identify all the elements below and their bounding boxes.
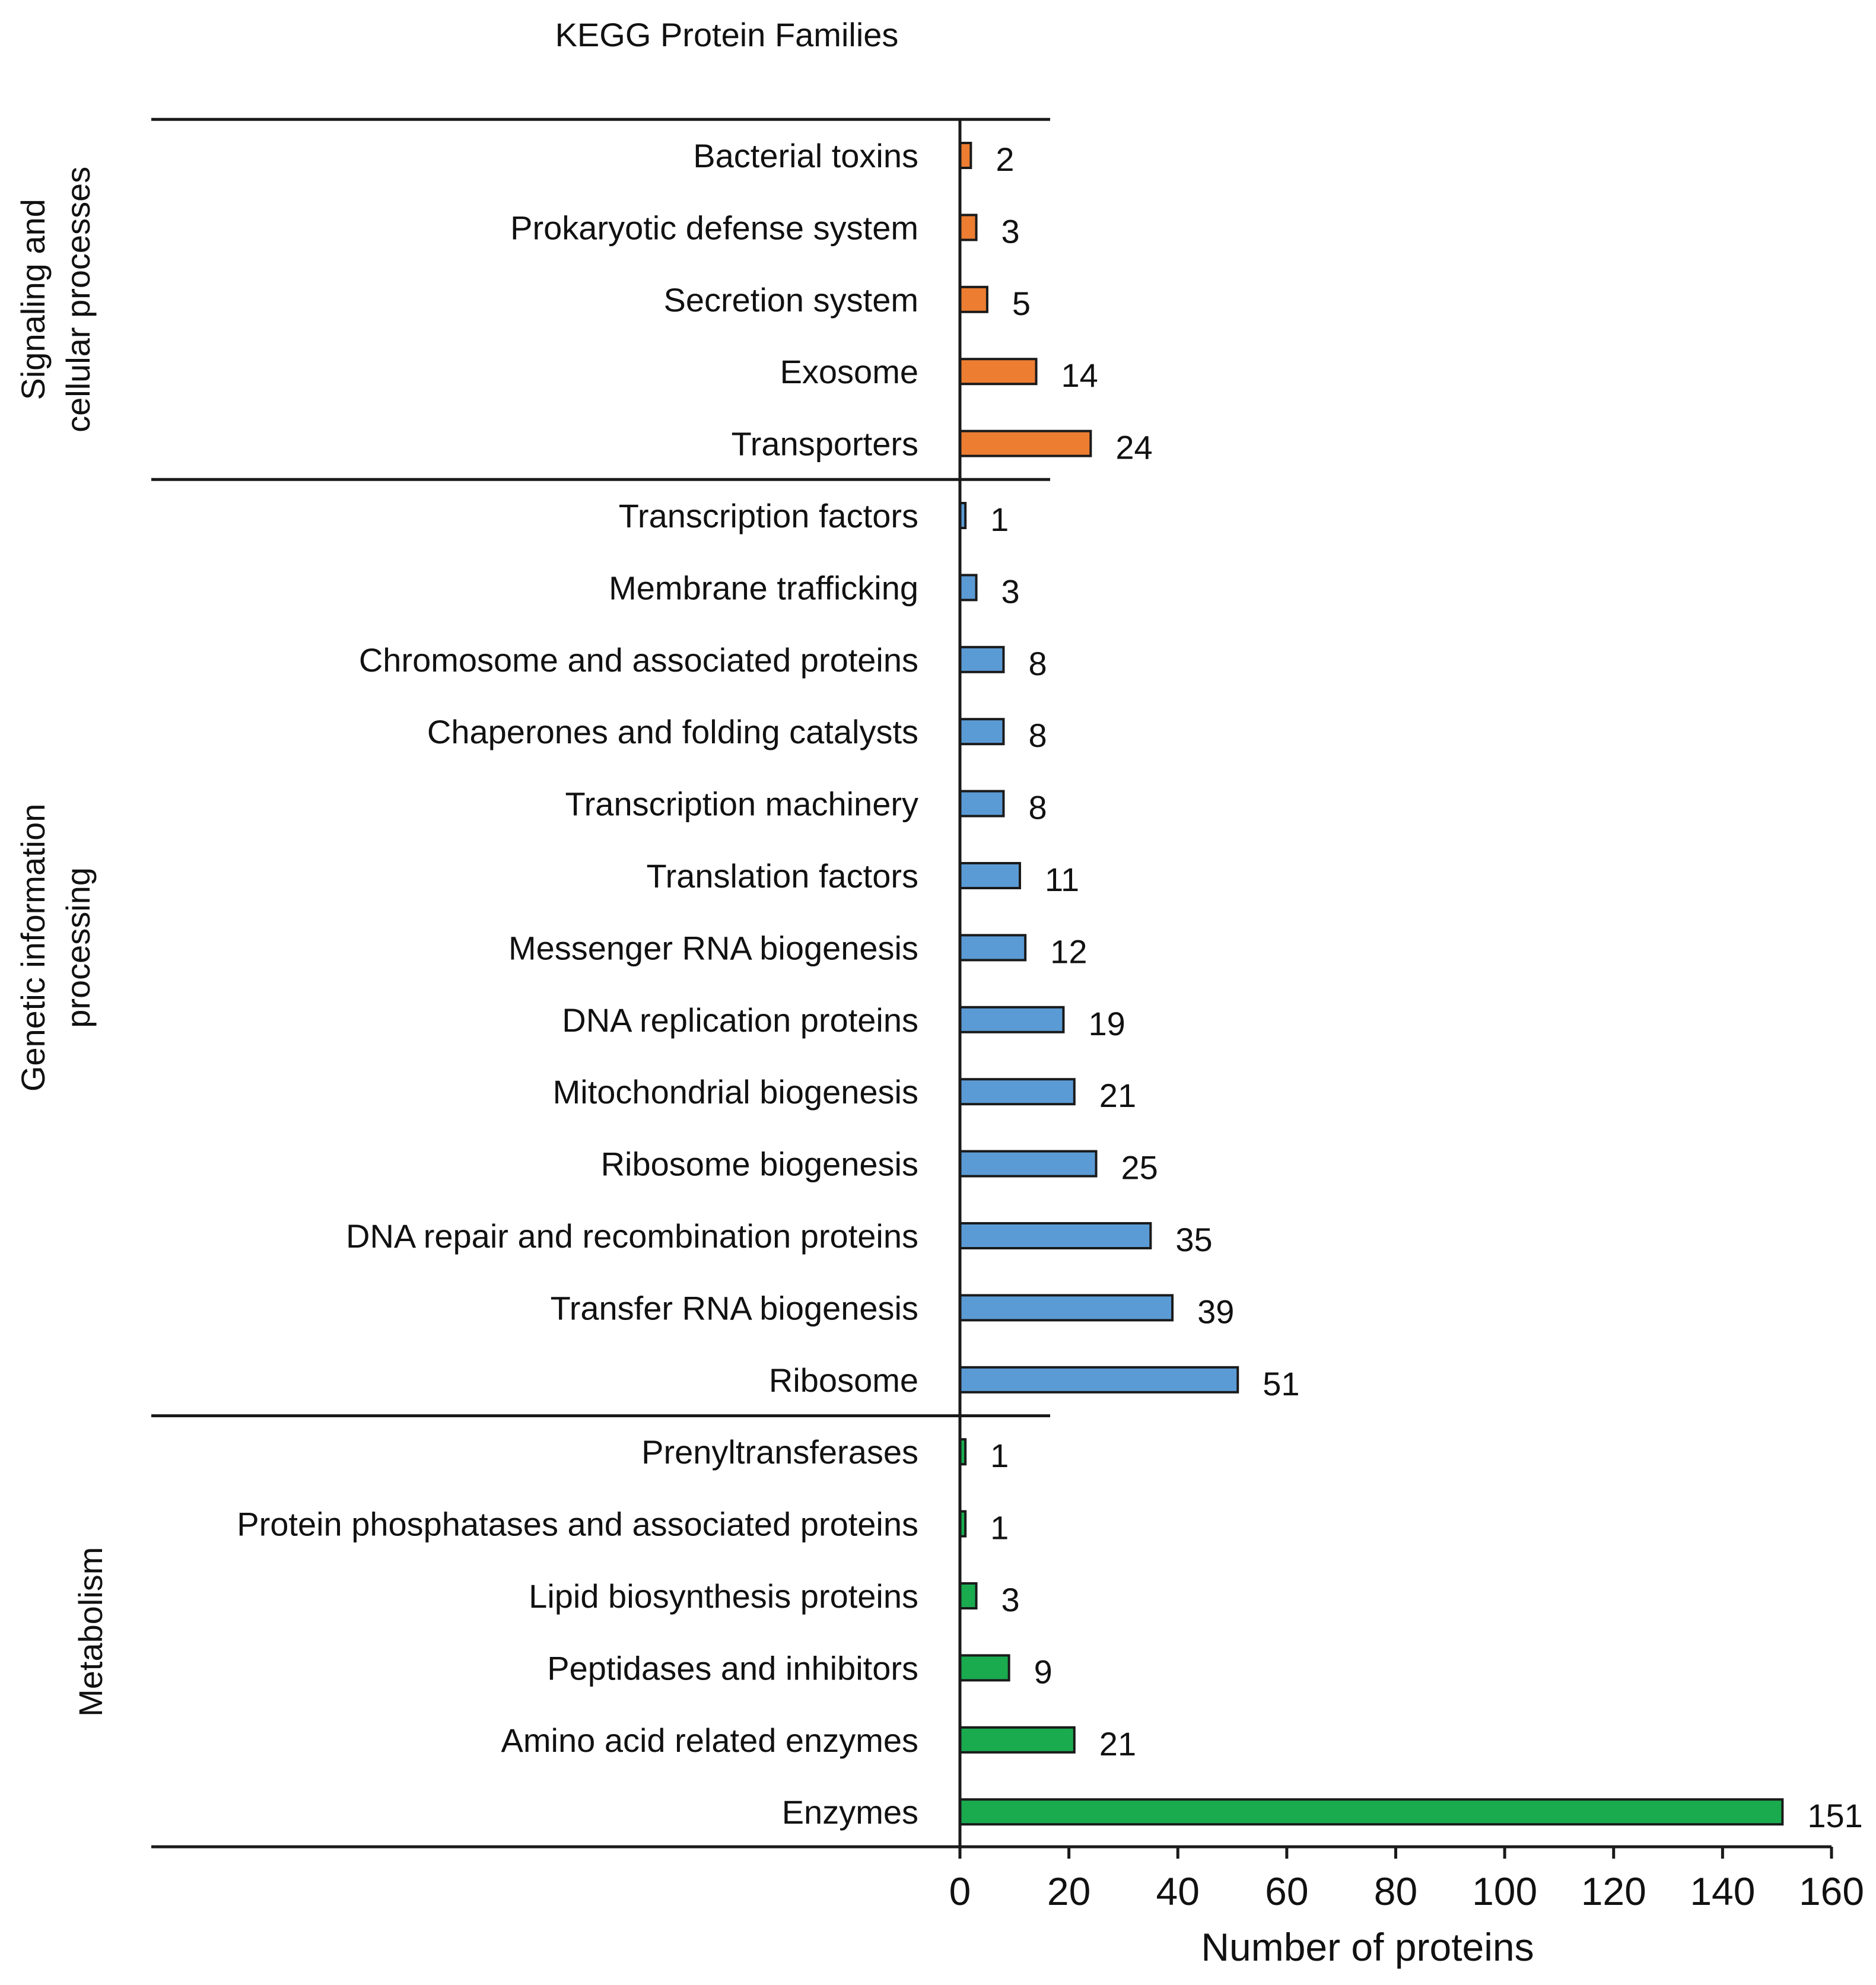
bar-ribosome: [959, 1366, 1239, 1394]
value-label-transcription-machinery: 8: [1028, 789, 1047, 826]
bar-enzymes: [959, 1798, 1784, 1826]
value-label-mitochondrial-biogenesis: 21: [1099, 1077, 1136, 1114]
bar-peptidases-and-inhibitors: [959, 1654, 1010, 1682]
category-label-peptidases-and-inhibitors: Peptidases and inhibitors: [547, 1649, 918, 1687]
x-tick-label-100: 100: [1472, 1869, 1537, 1913]
bar-ribosome-biogenesis: [959, 1150, 1098, 1178]
value-label-ribosome: 51: [1263, 1365, 1299, 1402]
category-label-enzymes: Enzymes: [782, 1793, 918, 1831]
value-label-chromosome-and-associated-proteins: 8: [1028, 645, 1047, 682]
bar-prokaryotic-defense-system: [959, 214, 978, 241]
category-label-ribosome: Ribosome: [769, 1361, 918, 1399]
plot-area: Bacterial toxins 2 Prokaryotic defense sys…: [14, 117, 1864, 1913]
category-label-secretion-system: Secretion system: [664, 281, 919, 319]
chart-title: KEGG Protein Families: [555, 16, 899, 53]
category-label-lipid-biosynthesis-proteins: Lipid biosynthesis proteins: [529, 1577, 918, 1615]
category-label-transfer-rna-biogenesis: Transfer RNA biogenesis: [551, 1289, 918, 1326]
value-label-amino-acid-related-enzymes: 21: [1099, 1725, 1136, 1763]
x-tick-label-160: 160: [1799, 1869, 1864, 1913]
category-label-prenyltransferases: Prenyltransferases: [641, 1433, 918, 1471]
bar-mitochondrial-biogenesis: [959, 1078, 1076, 1106]
category-label-membrane-trafficking: Membrane trafficking: [609, 569, 918, 606]
category-label-protein-phosphatases-and-associated-proteins: Protein phosphatases and associated prot…: [237, 1506, 918, 1543]
value-label-dna-repair-and-recombination-proteins: 35: [1175, 1221, 1212, 1258]
value-label-prenyltransferases: 1: [990, 1437, 1009, 1474]
bar-transfer-rna-biogenesis: [959, 1294, 1174, 1322]
value-label-messenger-rna-biogenesis: 12: [1050, 933, 1087, 970]
bar-translation-factors: [959, 862, 1021, 889]
x-tick-label-140: 140: [1690, 1869, 1755, 1913]
x-tick-label-0: 0: [949, 1869, 971, 1913]
group-label-line: processing: [59, 867, 97, 1028]
x-tick-label-40: 40: [1156, 1869, 1200, 1913]
value-label-transfer-rna-biogenesis: 39: [1197, 1293, 1234, 1330]
value-label-exosome: 14: [1061, 357, 1098, 394]
x-tick-label-20: 20: [1047, 1869, 1090, 1913]
bar-messenger-rna-biogenesis: [959, 934, 1027, 962]
group-label-metabolism: Metabolism: [72, 1547, 109, 1717]
x-tick-label-120: 120: [1581, 1869, 1646, 1913]
category-label-ribosome-biogenesis: Ribosome biogenesis: [601, 1146, 918, 1183]
category-label-translation-factors: Translation factors: [646, 857, 918, 895]
value-label-prokaryotic-defense-system: 3: [1001, 212, 1020, 250]
group-label-genetic-information-processing: Genetic information processing: [14, 804, 97, 1092]
bar-amino-acid-related-enzymes: [959, 1726, 1076, 1754]
bar-dna-replication-proteins: [959, 1006, 1065, 1033]
value-label-transcription-factors: 1: [990, 501, 1009, 538]
x-tick-label-60: 60: [1265, 1869, 1308, 1913]
bar-transcription-machinery: [959, 790, 1005, 817]
value-label-translation-factors: 11: [1045, 861, 1079, 898]
value-label-secretion-system: 5: [1012, 285, 1031, 322]
value-label-enzymes: 151: [1807, 1797, 1862, 1834]
group-label-line: Metabolism: [72, 1547, 109, 1717]
bar-secretion-system: [959, 285, 988, 313]
bar-dna-repair-and-recombination-proteins: [959, 1222, 1152, 1249]
group-label-line: Genetic information: [14, 804, 52, 1092]
category-label-prokaryotic-defense-system: Prokaryotic defense system: [510, 209, 918, 246]
category-label-dna-replication-proteins: DNA replication proteins: [562, 1001, 918, 1039]
bar-transporters: [959, 430, 1092, 457]
bar-chaperones-and-folding-catalysts: [959, 718, 1005, 746]
bar-membrane-trafficking: [959, 574, 978, 602]
value-label-dna-replication-proteins: 19: [1088, 1005, 1125, 1042]
value-label-lipid-biosynthesis-proteins: 3: [1001, 1581, 1020, 1618]
category-label-messenger-rna-biogenesis: Messenger RNA biogenesis: [508, 929, 918, 966]
category-label-transcription-factors: Transcription factors: [619, 497, 918, 535]
bar-bacterial-toxins: [959, 142, 972, 169]
category-label-chromosome-and-associated-proteins: Chromosome and associated proteins: [359, 641, 918, 679]
category-label-dna-repair-and-recombination-proteins: DNA repair and recombination proteins: [346, 1217, 918, 1255]
x-tick-label-80: 80: [1374, 1869, 1417, 1913]
bar-exosome: [959, 358, 1038, 386]
category-label-amino-acid-related-enzymes: Amino acid related enzymes: [501, 1722, 918, 1759]
category-label-transcription-machinery: Transcription machinery: [565, 785, 918, 823]
value-label-ribosome-biogenesis: 25: [1121, 1149, 1158, 1186]
value-label-protein-phosphatases-and-associated-proteins: 1: [990, 1509, 1009, 1547]
value-label-peptidases-and-inhibitors: 9: [1034, 1653, 1053, 1690]
group-label-line: cellular processes: [59, 167, 97, 432]
group-label-signaling-and-cellular-processes: Signaling and cellular processes: [14, 167, 97, 432]
category-label-bacterial-toxins: Bacterial toxins: [693, 137, 918, 174]
category-label-mitochondrial-biogenesis: Mitochondrial biogenesis: [553, 1073, 918, 1111]
category-label-chaperones-and-folding-catalysts: Chaperones and folding catalysts: [427, 713, 918, 750]
group-label-line: Signaling and: [14, 199, 52, 400]
value-label-chaperones-and-folding-catalysts: 8: [1028, 717, 1047, 754]
x-axis-title: Number of proteins: [1201, 1925, 1534, 1969]
bar-lipid-biosynthesis-proteins: [959, 1582, 978, 1609]
value-label-bacterial-toxins: 2: [996, 141, 1014, 178]
category-label-exosome: Exosome: [780, 353, 918, 390]
value-label-transporters: 24: [1115, 429, 1152, 466]
bar-chromosome-and-associated-proteins: [959, 645, 1005, 673]
category-label-transporters: Transporters: [732, 425, 918, 463]
value-label-membrane-trafficking: 3: [1001, 572, 1020, 610]
